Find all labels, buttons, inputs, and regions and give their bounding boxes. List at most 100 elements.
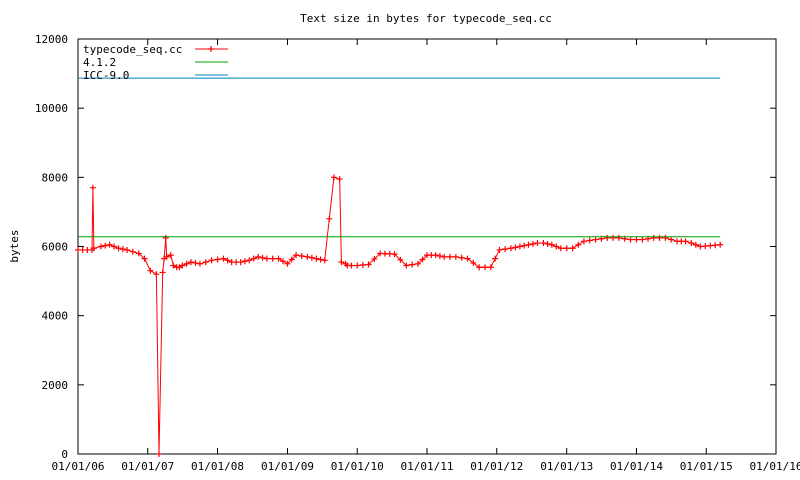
data-point-marker (135, 250, 142, 257)
data-point-marker (615, 234, 622, 241)
data-point-marker (575, 241, 582, 248)
data-point-marker (111, 243, 118, 250)
data-point-marker (502, 246, 509, 253)
series-line (78, 176, 721, 455)
data-point-marker (220, 255, 227, 262)
legend-marker (208, 46, 214, 52)
data-point-marker (458, 254, 465, 261)
data-point-marker (97, 243, 104, 250)
data-point-marker (304, 253, 311, 260)
data-point-marker (492, 255, 499, 262)
y-tick-label: 12000 (35, 33, 68, 46)
data-point-marker (419, 256, 426, 263)
data-point-marker (298, 253, 305, 260)
data-point-marker (156, 451, 163, 457)
data-point-marker (279, 258, 286, 265)
data-point-marker (650, 234, 657, 241)
data-point-marker (365, 261, 372, 268)
data-point-marker (141, 255, 148, 262)
y-tick-label: 0 (61, 448, 68, 461)
data-point-marker (313, 255, 320, 262)
data-point-marker (580, 238, 587, 245)
data-point-marker (159, 269, 166, 276)
data-point-marker (163, 253, 170, 260)
data-point-marker (162, 234, 169, 241)
data-point-marker (548, 241, 555, 248)
data-point-marker (688, 240, 695, 247)
data-point-marker (512, 244, 519, 251)
data-point-marker (409, 261, 416, 268)
y-tick-label: 8000 (42, 171, 69, 184)
data-point-marker (187, 259, 194, 266)
y-tick-label: 2000 (42, 379, 69, 392)
data-point-marker (106, 241, 113, 248)
data-point-marker (610, 234, 617, 241)
data-point-marker (441, 253, 448, 260)
data-point-marker (359, 262, 366, 269)
data-point-marker (553, 243, 560, 250)
data-point-marker (224, 257, 231, 264)
data-point-marker (627, 236, 634, 243)
data-point-marker (179, 262, 186, 269)
x-tick-label: 01/01/06 (52, 460, 105, 473)
data-point-marker (432, 252, 439, 259)
data-point-marker (90, 245, 97, 252)
data-point-marker (604, 234, 611, 241)
data-point-marker (263, 255, 270, 262)
data-point-marker (269, 255, 276, 262)
data-point-marker (214, 256, 221, 263)
data-point-marker (259, 254, 266, 261)
data-point-marker (167, 252, 174, 259)
data-point-marker (529, 240, 536, 247)
data-point-marker (436, 253, 443, 260)
data-point-marker (544, 240, 551, 247)
data-point-marker (338, 259, 345, 266)
x-tick-label: 01/01/14 (610, 460, 663, 473)
data-point-marker (563, 245, 570, 252)
plot-area (77, 38, 777, 455)
data-point-marker (668, 236, 675, 243)
data-point-marker (464, 255, 471, 262)
data-point-marker (115, 245, 122, 252)
data-point-marker (371, 255, 378, 262)
data-point-marker (692, 241, 699, 248)
data-point-marker (639, 236, 646, 243)
data-point-marker (208, 257, 215, 264)
data-point-marker (569, 245, 576, 252)
data-point-marker (321, 257, 328, 264)
data-point-marker (147, 267, 154, 274)
y-tick-label: 4000 (42, 310, 69, 323)
data-point-marker (633, 236, 640, 243)
x-tick-label: 01/01/13 (540, 460, 593, 473)
plot-frame (77, 38, 777, 455)
data-point-marker (540, 240, 547, 247)
data-point-marker (241, 258, 248, 265)
series-layer (75, 77, 724, 457)
data-point-marker (470, 259, 477, 266)
data-point-marker (717, 241, 724, 248)
data-point-marker (403, 262, 410, 269)
data-point-marker (89, 184, 96, 191)
data-point-marker (284, 260, 291, 267)
data-point-marker (102, 242, 109, 249)
data-point-marker (275, 255, 282, 262)
data-point-marker (293, 252, 300, 259)
data-point-marker (662, 234, 669, 241)
data-point-marker (586, 237, 593, 244)
data-point-marker (246, 257, 253, 264)
data-point-marker (682, 238, 689, 245)
data-point-marker (250, 255, 257, 262)
data-point-marker (153, 271, 160, 278)
y-tick-label: 6000 (42, 241, 69, 254)
data-point-marker (317, 256, 324, 263)
data-point-marker (397, 256, 404, 263)
legend-label: typecode_seq.cc (83, 43, 182, 56)
x-tick-label: 01/01/10 (331, 460, 384, 473)
data-point-marker (237, 259, 244, 266)
data-point-marker (507, 245, 514, 252)
data-point-marker (391, 251, 398, 258)
data-point-marker (557, 245, 564, 252)
data-point-marker (202, 259, 209, 266)
